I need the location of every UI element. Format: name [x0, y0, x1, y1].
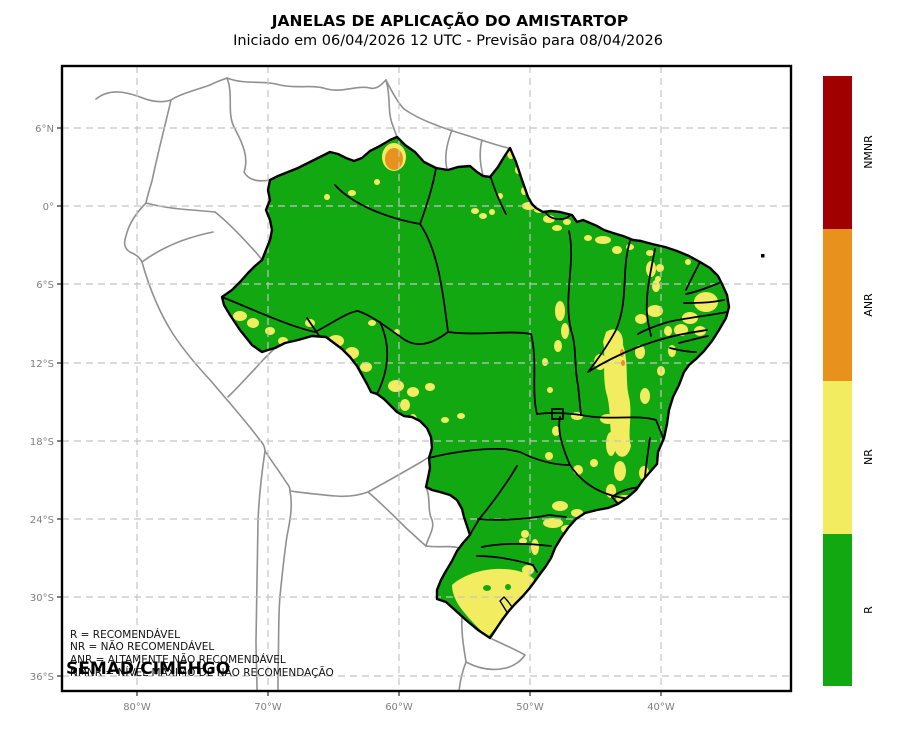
legend-line-r: R = RECOMENDÁVEL: [70, 628, 180, 641]
x-tick-label: 80°W: [123, 702, 151, 713]
colorbar-segment-nr: [823, 381, 852, 534]
axis-tick-marks: [57, 127, 662, 696]
page-subtitle: Iniciado em 06/04/2026 12 UTC - Previsão…: [233, 33, 663, 49]
colorbar-segment-r: [823, 534, 852, 686]
fernando-de-noronha-dot: [761, 254, 765, 258]
legend-line-nmnr: NMNR = NÍVEL MÁXIMO DE NÃO RECOMENDAÇÃO: [70, 666, 334, 679]
x-tick-label: 50°W: [516, 702, 544, 713]
y-tick-label: 36°S: [30, 672, 54, 683]
x-tick-label: 40°W: [647, 702, 675, 713]
distrito-federal-outline: [551, 408, 564, 420]
colorbar-label-nr: NR: [862, 449, 875, 465]
colorbar-segment-nmnr: [823, 76, 852, 229]
y-tick-label: 6°N: [35, 124, 54, 135]
legend-line-nr: NR = NÃO RECOMENDÁVEL: [70, 640, 214, 653]
legend-line-anr: ANR = ALTAMENTE NÃO RECOMENDÁVEL: [70, 653, 286, 666]
x-axis-labels: 80°W 70°W 60°W 50°W 40°W: [123, 702, 675, 713]
abbreviation-legend: R = RECOMENDÁVEL NR = NÃO RECOMENDÁVEL A…: [66, 628, 334, 679]
y-tick-label: 24°S: [30, 515, 54, 526]
y-tick-label: 0°: [43, 202, 54, 213]
colorbar-label-r: R: [862, 606, 875, 614]
y-tick-label: 18°S: [30, 437, 54, 448]
x-tick-label: 60°W: [385, 702, 413, 713]
colorbar-label-nmnr: NMNR: [862, 135, 875, 169]
plot-frame: [60, 64, 793, 693]
r-green-specks: [483, 584, 511, 591]
south-america-country-borders: [95, 77, 526, 692]
colorbar-label-anr: ANR: [862, 293, 875, 317]
x-tick-label: 70°W: [254, 702, 282, 713]
state-boundaries: [222, 167, 728, 637]
y-tick-label: 30°S: [30, 593, 54, 604]
y-tick-label: 12°S: [30, 359, 54, 370]
page-title: JANELAS DE APLICAÇÃO DO AMISTARTOP: [271, 11, 628, 30]
colorbar: NMNR ANR NR R: [823, 76, 875, 686]
watermark-semad-cimehgo: SEMAD/CIMEHGO: [66, 659, 230, 679]
y-tick-label: 6°S: [36, 280, 54, 291]
colorbar-segment-anr: [823, 229, 852, 381]
y-axis-labels: 6°N 0° 6°S 12°S 18°S 24°S 30°S 36°S: [30, 124, 54, 683]
